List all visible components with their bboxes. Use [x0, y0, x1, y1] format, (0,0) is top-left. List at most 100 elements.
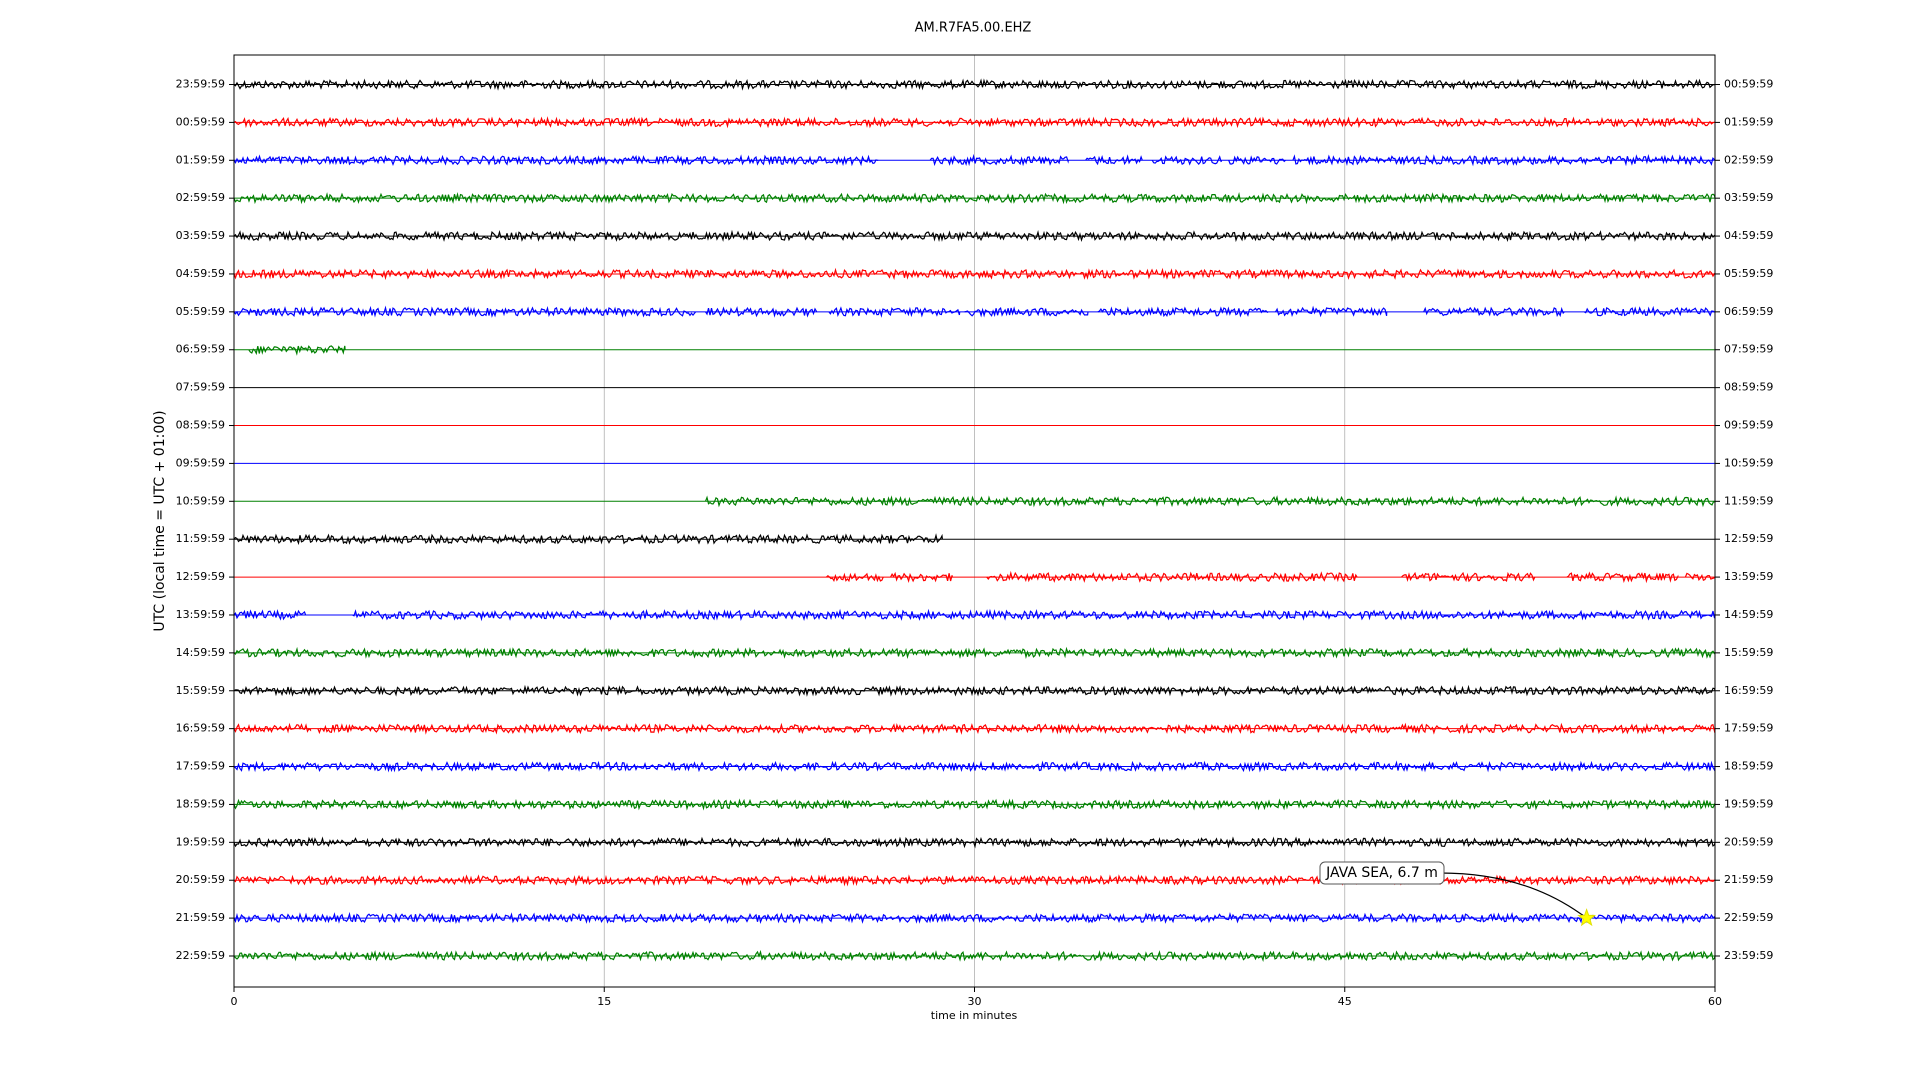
- y-tick-label: 00:59:59: [176, 115, 225, 128]
- trace-segment: [1151, 155, 1222, 166]
- y-tick-label-right: 16:59:59: [1724, 684, 1773, 697]
- annotation: JAVA SEA, 6.7 m: [1319, 861, 1445, 885]
- annotation-box: [1319, 861, 1445, 885]
- trace-segment: [233, 798, 1716, 811]
- trace-segment: [233, 684, 1716, 697]
- event-marker: [1577, 908, 1597, 927]
- y-tick-label: 23:59:59: [176, 78, 225, 91]
- y-tick-label-right: 14:59:59: [1724, 608, 1773, 621]
- y-tick-label: 18:59:59: [176, 797, 225, 810]
- trace-segment: [1583, 305, 1716, 317]
- trace-segment: [233, 533, 943, 546]
- y-tick-label-right: 12:59:59: [1724, 532, 1773, 545]
- plot-frame: [233, 54, 1716, 988]
- y-tick-label: 16:59:59: [176, 722, 225, 735]
- annotation-arrow: [1439, 872, 1588, 919]
- y-tick-label-right: 21:59:59: [1724, 873, 1773, 886]
- trace-segment: [352, 608, 1716, 622]
- y-tick-label-right: 11:59:59: [1724, 494, 1773, 507]
- trace-segment: [248, 345, 346, 356]
- trace-segment: [233, 154, 879, 167]
- y-tick-label-right: 09:59:59: [1724, 419, 1773, 432]
- trace-segment: [826, 572, 884, 583]
- trace-segment: [986, 570, 1358, 583]
- trace-segment: [233, 760, 1716, 773]
- annotation-text: JAVA SEA, 6.7 m: [1325, 865, 1438, 881]
- trace-segment: [1423, 306, 1565, 318]
- y-tick-label: 03:59:59: [176, 229, 225, 242]
- trace-segment: [1292, 154, 1716, 167]
- y-tick-label: 11:59:59: [176, 532, 225, 545]
- trace-segment: [233, 608, 307, 621]
- y-tick-label-right: 20:59:59: [1724, 835, 1773, 848]
- y-tick-label-right: 22:59:59: [1724, 911, 1773, 924]
- y-tick-label-right: 00:59:59: [1724, 78, 1773, 91]
- x-tick-label: 60: [1708, 995, 1722, 1008]
- y-tick-label: 05:59:59: [176, 305, 225, 318]
- trace-segment: [317, 722, 1716, 735]
- trace-segment: [1228, 155, 1286, 165]
- y-tick-label: 15:59:59: [176, 684, 225, 697]
- x-tick-label: 15: [597, 995, 611, 1008]
- y-tick-label-right: 10:59:59: [1724, 456, 1773, 469]
- y-tick-label-right: 05:59:59: [1724, 267, 1773, 280]
- trace-segment: [233, 267, 1716, 281]
- trace-segment: [1275, 305, 1388, 318]
- y-tick-label-right: 23:59:59: [1724, 949, 1773, 962]
- trace-segment: [233, 116, 1716, 129]
- y-tick-label-right: 04:59:59: [1724, 229, 1773, 242]
- x-axis-label: time in minutes: [931, 1009, 1018, 1022]
- trace-segment: [1566, 571, 1679, 584]
- x-tick-label: 0: [231, 995, 238, 1008]
- x-tick-label: 30: [968, 995, 982, 1008]
- y-tick-label: 06:59:59: [176, 343, 225, 356]
- y-tick-label: 22:59:59: [176, 949, 225, 962]
- trace-segment: [1684, 572, 1716, 582]
- y-tick-label-right: 19:59:59: [1724, 797, 1773, 810]
- y-tick-label-right: 17:59:59: [1724, 722, 1773, 735]
- trace-segment: [233, 192, 1716, 205]
- y-tick-label-right: 01:59:59: [1724, 115, 1773, 128]
- trace-segment: [705, 306, 818, 318]
- y-tick-label: 01:59:59: [176, 153, 225, 166]
- y-tick-label-right: 13:59:59: [1724, 570, 1773, 583]
- trace-segment: [1085, 154, 1143, 166]
- trace-segment: [233, 646, 1716, 659]
- x-tick-label: 45: [1338, 995, 1352, 1008]
- y-tick-label-right: 06:59:59: [1724, 305, 1773, 318]
- y-tick-label: 02:59:59: [176, 191, 225, 204]
- y-axis-label: UTC (local time = UTC + 01:00): [152, 410, 168, 631]
- trace-segment: [964, 306, 1089, 318]
- trace-segment: [929, 153, 1069, 167]
- y-tick-label-right: 07:59:59: [1724, 343, 1773, 356]
- trace-segment: [233, 949, 1716, 963]
- trace-segment: [1401, 571, 1536, 583]
- y-tick-label: 21:59:59: [176, 911, 225, 924]
- y-tick-label: 09:59:59: [176, 456, 225, 469]
- y-tick-label: 12:59:59: [176, 570, 225, 583]
- trace-segment: [828, 306, 961, 318]
- y-tick-label: 20:59:59: [176, 873, 225, 886]
- trace-segment: [233, 911, 1716, 925]
- y-tick-label: 10:59:59: [176, 494, 225, 507]
- trace-segment: [890, 571, 953, 584]
- trace-segment: [1097, 306, 1269, 318]
- y-tick-label-right: 03:59:59: [1724, 191, 1773, 204]
- y-tick-label: 17:59:59: [176, 760, 225, 773]
- y-tick-label: 07:59:59: [176, 381, 225, 394]
- y-tick-label-right: 18:59:59: [1724, 760, 1773, 773]
- chart-title: AM.R7FA5.00.EHZ: [915, 21, 1032, 36]
- y-tick-label-right: 15:59:59: [1724, 646, 1773, 659]
- y-tick-label: 04:59:59: [176, 267, 225, 280]
- trace-segment: [704, 495, 1716, 508]
- y-tick-label: 19:59:59: [176, 835, 225, 848]
- trace-segment: [233, 78, 1716, 91]
- y-tick-label-right: 08:59:59: [1724, 381, 1773, 394]
- y-tick-label: 08:59:59: [176, 419, 225, 432]
- trace-segment: [233, 229, 1716, 243]
- trace-segment: [233, 305, 697, 318]
- y-tick-label-right: 02:59:59: [1724, 153, 1773, 166]
- y-tick-label: 13:59:59: [176, 608, 225, 621]
- trace-segment: [233, 874, 1716, 887]
